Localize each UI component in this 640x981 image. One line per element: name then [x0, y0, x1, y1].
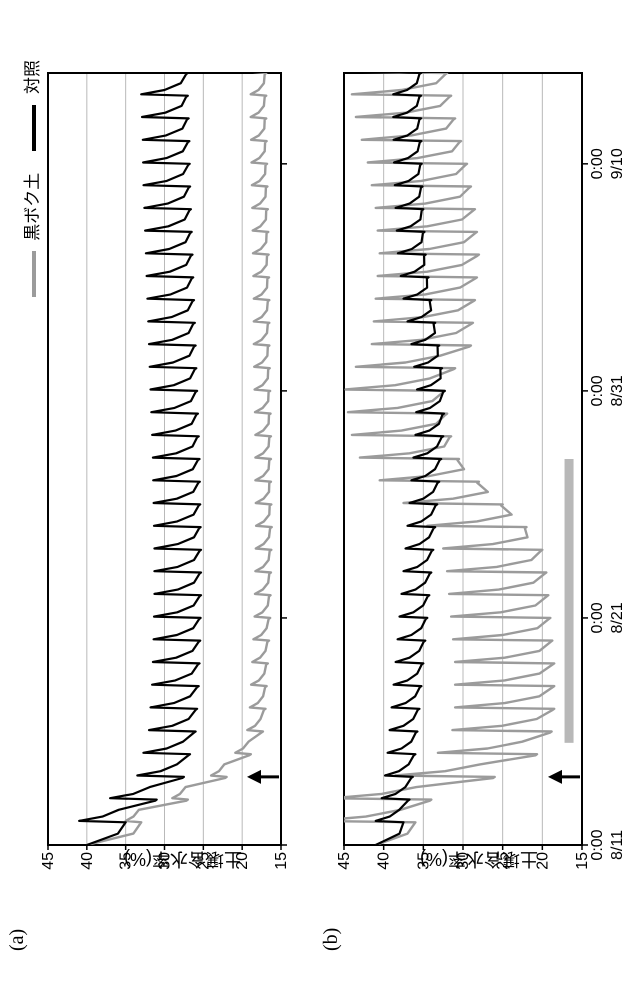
svg-text:8/21: 8/21	[609, 602, 626, 633]
legend-label-control: 対照	[23, 60, 42, 94]
svg-text:40: 40	[376, 852, 393, 870]
panel-label-b: (b)	[320, 928, 343, 951]
svg-text:45: 45	[338, 852, 353, 870]
svg-text:45: 45	[42, 852, 57, 870]
svg-text:8/11: 8/11	[609, 830, 626, 860]
svg-text:9/10: 9/10	[609, 148, 626, 179]
svg-text:40: 40	[79, 852, 96, 870]
legend-swatch-kuroboku	[32, 251, 36, 297]
legend-item-control: 対照	[18, 60, 43, 151]
chart-b: 土壌含水率(%) 152025303540450:008/110:008/210…	[338, 61, 628, 891]
legend: 黒ボク土 対照	[18, 60, 43, 297]
svg-text:0:00: 0:00	[589, 375, 606, 406]
ylabel-b: 土壌含水率(%)	[420, 847, 538, 873]
legend-item-kuroboku: 黒ボク土	[18, 173, 43, 298]
legend-label-kuroboku: 黒ボク土	[23, 173, 42, 241]
chart-a-svg: 15202530354045	[42, 61, 287, 891]
chart-a: 土壌含水率(%) 15202530354045	[42, 61, 287, 891]
legend-swatch-control	[32, 105, 36, 151]
ylabel-a: 土壌含水率(%)	[124, 847, 242, 873]
svg-text:15: 15	[273, 852, 287, 870]
svg-text:0:00: 0:00	[589, 148, 606, 179]
svg-text:8/31: 8/31	[609, 375, 626, 406]
svg-text:0:00: 0:00	[589, 602, 606, 633]
chart-b-svg: 152025303540450:008/110:008/210:008/310:…	[338, 61, 628, 891]
panel-label-a: (a)	[6, 929, 29, 951]
svg-text:0:00: 0:00	[589, 829, 606, 860]
